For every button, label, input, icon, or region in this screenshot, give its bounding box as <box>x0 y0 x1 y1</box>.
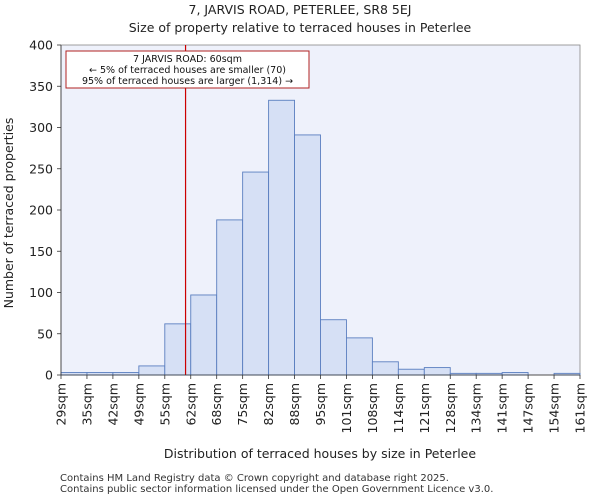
y-tick-label: 0 <box>45 368 53 383</box>
bar-62sqm <box>190 294 218 376</box>
bar-114sqm <box>397 368 425 376</box>
x-tick-label: 108sqm <box>365 383 380 433</box>
x-tick-label: 147sqm <box>521 383 536 433</box>
x-axis: 29sqm 35sqm 42sqm 49sqm 55sqm 62sqm 68sqm 75sqm… <box>54 374 588 433</box>
y-axis-label: Number of terraced properties <box>1 118 16 309</box>
y-tick-label: 150 <box>29 244 53 259</box>
x-tick-label: 154sqm <box>547 383 562 433</box>
bar-88sqm <box>294 134 321 376</box>
y-tick-label: 50 <box>37 326 53 341</box>
y-axis: 0 50 100 150 200 250 300 350 400 <box>29 38 62 383</box>
y-tick-label: 250 <box>29 161 53 176</box>
x-tick-label: 114sqm <box>391 383 406 433</box>
bar-121sqm <box>423 367 451 376</box>
x-tick-label: 82sqm <box>261 383 276 426</box>
x-axis-label: Distribution of terraced houses by size … <box>164 446 476 461</box>
bar-49sqm <box>138 365 166 376</box>
x-tick-label: 121sqm <box>417 383 432 433</box>
y-tick-label: 200 <box>29 203 53 218</box>
bar-95sqm <box>320 319 347 376</box>
x-tick-label: 88sqm <box>287 383 302 426</box>
x-tick-label: 68sqm <box>209 383 224 426</box>
x-tick-label: 134sqm <box>469 383 484 433</box>
bar-75sqm <box>242 171 270 376</box>
bar-68sqm <box>216 219 244 376</box>
y-tick-label: 300 <box>29 120 53 135</box>
x-tick-label: 128sqm <box>443 383 458 433</box>
y-tick-label: 100 <box>29 285 53 300</box>
x-tick-label: 35sqm <box>79 383 94 426</box>
x-tick-label: 101sqm <box>339 383 354 433</box>
y-tick-label: 350 <box>29 79 53 94</box>
y-tick-label: 400 <box>29 38 53 53</box>
footer-copyright: Contains HM Land Registry data © Crown c… <box>60 473 449 484</box>
x-tick-label: 49sqm <box>131 383 146 426</box>
x-tick-label: 75sqm <box>235 383 250 426</box>
x-tick-label: 42sqm <box>105 383 120 426</box>
x-tick-label: 161sqm <box>573 383 588 433</box>
bar-82sqm <box>268 99 296 376</box>
x-tick-label: 95sqm <box>313 383 328 426</box>
footer-licence: Contains public sector information licen… <box>60 484 494 495</box>
annotation-line-1: 7 JARVIS ROAD: 60sqm <box>133 54 242 65</box>
chart-title: 7, JARVIS ROAD, PETERLEE, SR8 5EJ <box>188 2 412 17</box>
annotation-box <box>65 50 310 89</box>
chart-subtitle: Size of property relative to terraced ho… <box>128 20 472 35</box>
bar-55sqm <box>164 323 192 376</box>
bar-108sqm <box>371 361 399 376</box>
annotation-line-2: ← 5% of terraced houses are smaller (70) <box>89 65 286 76</box>
x-tick-label: 141sqm <box>495 383 510 433</box>
x-tick-label: 29sqm <box>54 383 69 426</box>
annotation-line-3: 95% of terraced houses are larger (1,314… <box>82 76 293 87</box>
bar-101sqm <box>346 337 373 376</box>
x-tick-label: 62sqm <box>183 383 198 426</box>
x-tick-label: 55sqm <box>157 383 172 426</box>
